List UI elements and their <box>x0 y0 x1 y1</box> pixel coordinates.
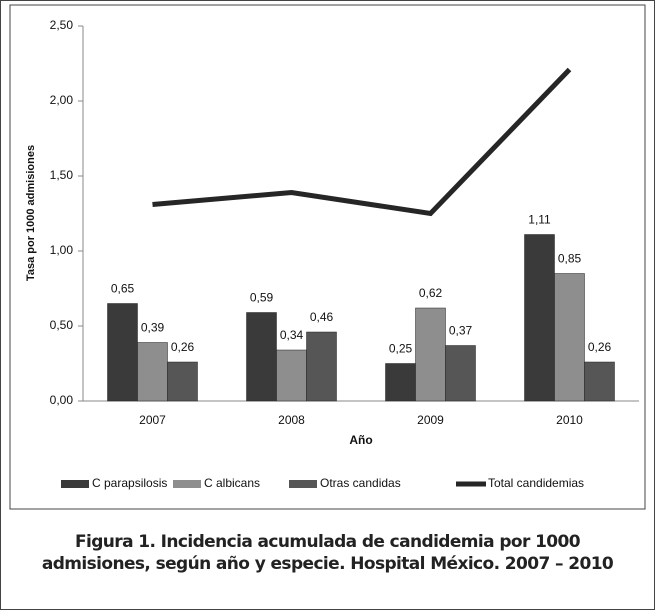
value-label: 0,39 <box>141 321 165 335</box>
legend-swatch <box>289 480 317 488</box>
value-label: 0,59 <box>250 291 274 305</box>
y-tick-label: 1,00 <box>50 243 74 257</box>
legend-label: C parapsilosis <box>92 476 167 490</box>
x-tick-label: 2010 <box>556 413 583 427</box>
bar <box>385 363 416 402</box>
x-tick-label: 2008 <box>278 413 305 427</box>
y-axis-title: Tasa por 1000 admisiones <box>25 145 37 281</box>
value-label: 0,85 <box>558 252 582 266</box>
legend-swatch <box>173 480 201 488</box>
legend-label: Otras candidas <box>320 476 401 490</box>
line <box>152 67 572 217</box>
y-tick-label: 2,50 <box>50 18 74 32</box>
bar <box>415 307 446 402</box>
bar <box>246 312 277 402</box>
value-label: 0,34 <box>280 328 304 342</box>
legend-label: C albicans <box>204 476 260 490</box>
y-tick-label: 2,00 <box>50 93 74 107</box>
y-tick-label: 1,50 <box>50 168 74 182</box>
value-label: 0,25 <box>389 342 413 356</box>
caption: Figura 1. Incidencia acumulada de candid… <box>41 532 614 574</box>
value-label: 0,46 <box>310 310 334 324</box>
value-label: 0,37 <box>449 324 473 338</box>
bar <box>276 349 307 402</box>
bar <box>137 342 168 402</box>
x-tick-label: 2009 <box>417 413 444 427</box>
bar <box>445 345 476 402</box>
bar <box>584 361 615 402</box>
value-label: 0,62 <box>419 286 443 300</box>
value-label: 0,65 <box>111 282 135 296</box>
bar <box>107 303 138 402</box>
chart-frame <box>9 4 646 510</box>
x-tick-label: 2007 <box>139 413 166 427</box>
chart: Tasa por 1000 admisiones Año 0,00 0,50 1,0… <box>9 4 646 510</box>
x-axis-title: Año <box>349 433 372 447</box>
value-label: 0,26 <box>171 340 195 354</box>
legend-label: Total candidemias <box>488 476 584 490</box>
y-tick-label: 0,00 <box>50 393 74 407</box>
value-label: 1,11 <box>528 213 551 227</box>
bar <box>554 273 585 402</box>
value-label: 0,26 <box>588 340 612 354</box>
legend-swatch <box>61 480 89 488</box>
bar <box>167 361 198 402</box>
bar <box>306 331 337 402</box>
bar <box>524 234 555 402</box>
y-tick-label: 0,50 <box>50 318 74 332</box>
